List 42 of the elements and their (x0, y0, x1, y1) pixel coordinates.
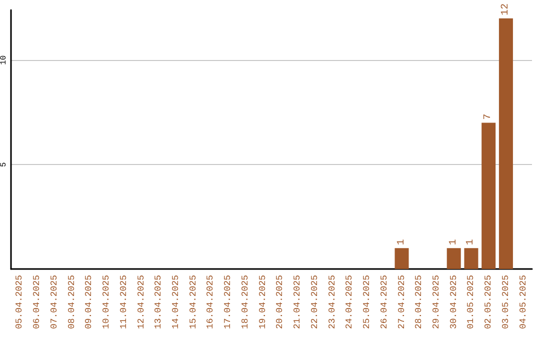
data-label: 1 (396, 239, 408, 246)
bar (464, 248, 478, 269)
x-tick-label: 20.04.2025 (275, 275, 286, 330)
x-tick-label: 16.04.2025 (206, 275, 216, 330)
x-tick-label: 14.04.2025 (170, 275, 181, 330)
bar (394, 248, 409, 269)
x-tick-label: 07.04.2025 (49, 275, 60, 330)
bar (446, 248, 461, 269)
x-tick-label: 13.04.2025 (154, 275, 164, 330)
data-label: 1 (466, 239, 477, 246)
x-tick-label: 27.04.2025 (396, 275, 407, 330)
x-tick-label: 18.04.2025 (240, 275, 250, 330)
data-label: 12 (500, 3, 512, 16)
x-tick-label: 09.04.2025 (84, 275, 94, 330)
data-label: 7 (483, 114, 494, 120)
x-tick-label: 24.04.2025 (344, 275, 355, 330)
x-tick-label: 30.04.2025 (448, 275, 459, 330)
x-tick-label: 28.04.2025 (414, 275, 424, 330)
x-tick-label: 08.04.2025 (66, 275, 77, 330)
x-tick-label: 17.04.2025 (223, 275, 234, 330)
y-tick-label: 10 (0, 55, 8, 65)
x-tick-label: 05.04.2025 (14, 275, 25, 330)
x-tick-label: 26.04.2025 (379, 275, 390, 330)
x-tick-label: 23.04.2025 (327, 275, 338, 330)
x-tick-label: 29.04.2025 (431, 275, 442, 330)
data-label: 1 (448, 239, 460, 246)
x-tick-label: 04.05.2025 (518, 275, 528, 330)
x-tick-label: 21.04.2025 (292, 275, 303, 330)
x-tick-label: 25.04.2025 (362, 275, 372, 330)
x-tick-label: 11.04.2025 (118, 275, 129, 330)
x-tick-label: 06.04.2025 (32, 275, 42, 330)
x-tick-label: 12.04.2025 (136, 275, 146, 330)
x-tick-label: 01.05.2025 (466, 275, 476, 330)
y-tick-label: 5 (0, 162, 8, 167)
bar (498, 18, 513, 269)
x-tick-label: 19.04.2025 (258, 275, 268, 330)
x-tick-label: 10.04.2025 (102, 275, 112, 330)
x-tick-label: 15.04.2025 (188, 275, 198, 330)
bar (482, 122, 496, 269)
x-tick-label: 02.05.2025 (484, 275, 494, 330)
x-tick-label: 22.04.2025 (310, 275, 320, 330)
x-tick-label: 03.05.2025 (500, 275, 511, 330)
